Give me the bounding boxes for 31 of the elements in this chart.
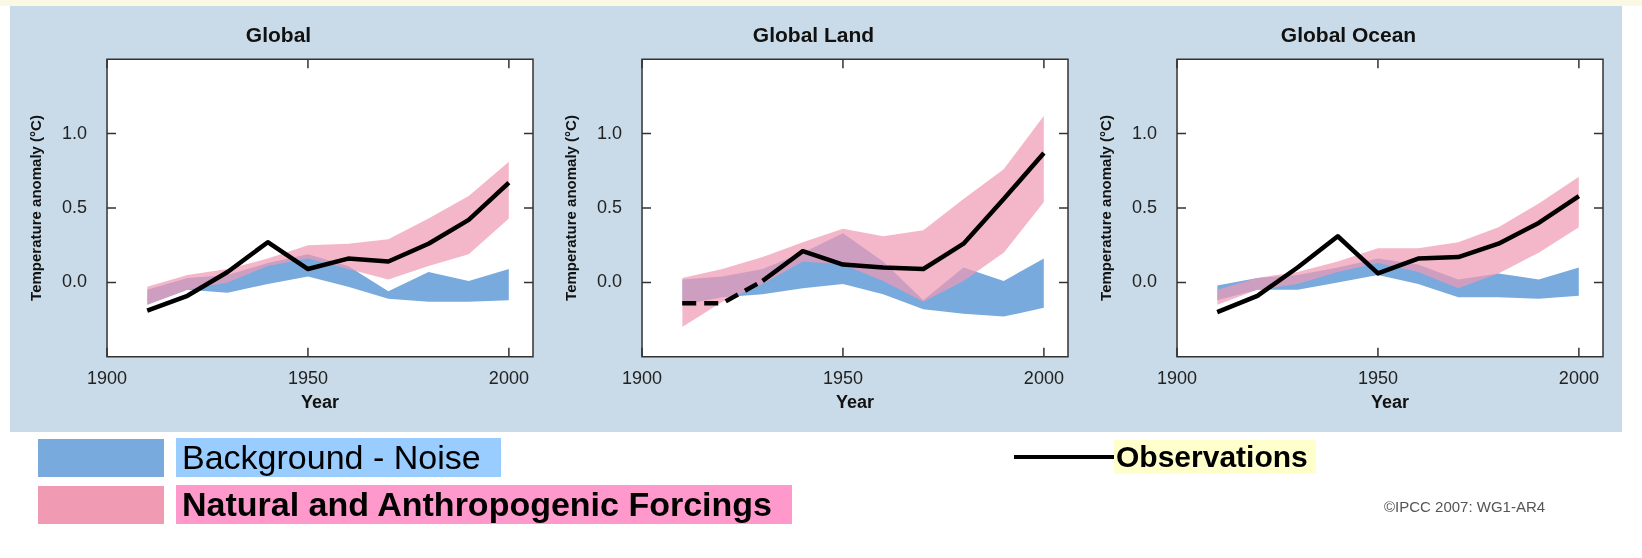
x-axis-title: Year [835, 392, 875, 413]
x-tick-label: 1900 [1157, 367, 1198, 388]
x-tick-label: 2000 [488, 367, 529, 388]
y-axis-title: Temperature anomaly (°C) [27, 115, 45, 301]
y-tick-label: 0.0 [1131, 271, 1158, 292]
y-tick-label: 0.5 [61, 196, 88, 217]
y-axis-title: Temperature anomaly (°C) [1097, 115, 1115, 301]
x-axis-title: Year [300, 392, 340, 413]
legend-label: Natural and Anthropogenic Forcings [176, 485, 792, 524]
y-tick-label: 0.5 [596, 196, 623, 217]
x-axis-title: Year [1370, 392, 1410, 413]
y-tick-label: 1.0 [1131, 122, 1158, 143]
y-tick-label: 0.5 [1131, 196, 1158, 217]
legend-label: Observations [1114, 440, 1316, 474]
y-tick-label: 0.0 [596, 271, 623, 292]
text: ©IPCC 2007: WG1-AR4 [1384, 498, 1546, 515]
chart-title: Global Ocean [1280, 23, 1417, 47]
chart-title: Global [245, 23, 312, 47]
y-tick-label: 1.0 [61, 122, 88, 143]
x-tick-label: 2000 [1023, 367, 1064, 388]
chart-title: Global Land [752, 23, 875, 47]
x-tick-label: 1950 [1357, 367, 1398, 388]
y-tick-label: 0.0 [61, 271, 88, 292]
y-tick-label: 1.0 [596, 122, 623, 143]
x-tick-label: 1950 [822, 367, 863, 388]
legend-label: Background - Noise [176, 438, 501, 477]
x-tick-label: 2000 [1558, 367, 1599, 388]
x-tick-label: 1900 [87, 367, 128, 388]
x-tick-label: 1950 [287, 367, 328, 388]
x-tick-label: 1900 [622, 367, 663, 388]
y-axis-title: Temperature anomaly (°C) [562, 115, 580, 301]
